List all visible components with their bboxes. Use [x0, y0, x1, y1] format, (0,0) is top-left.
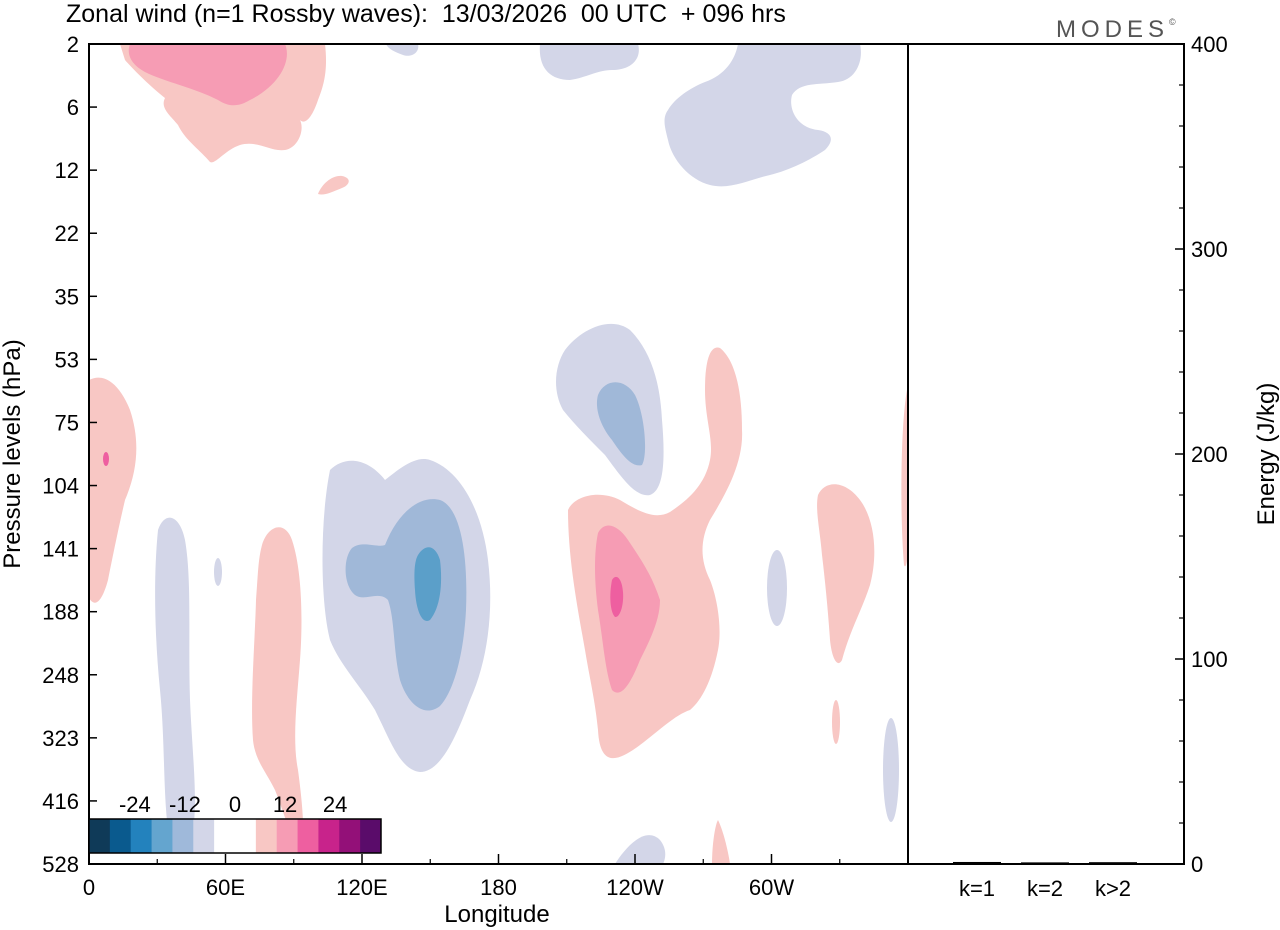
brand-name: MODES — [1056, 16, 1170, 43]
energy-panel-frame — [907, 43, 1185, 865]
x-tick-label: 120E — [336, 875, 387, 900]
colorbar-swatch — [151, 819, 173, 853]
colorbar-swatch — [339, 819, 361, 853]
contour-negative-bottom — [615, 835, 666, 864]
y-tick-label: 6 — [67, 95, 79, 120]
contour-positive-30w — [817, 484, 875, 664]
colorbar-swatch — [172, 819, 194, 853]
x-tick-label: 120W — [606, 875, 664, 900]
colorbar-label: 0 — [229, 792, 241, 817]
y-tick-label: 188 — [42, 600, 79, 625]
colorbar-label: 24 — [323, 792, 347, 817]
y-tick-label: 323 — [42, 726, 79, 751]
energy-axis-title: Energy (J/kg) — [1253, 383, 1280, 526]
colorbar-swatch — [109, 819, 132, 853]
colorbar-frame — [88, 818, 382, 854]
x-axis: 0 60E 120E 180 120W 60W — [83, 854, 841, 900]
contour-positive-bottom — [712, 820, 730, 864]
x-tick-label: 0 — [83, 875, 95, 900]
y-axis-left: 2 6 12 22 35 53 75 104 141 188 248 323 416 528 — [42, 32, 97, 877]
energy-tick-label: 100 — [1191, 647, 1228, 672]
colorbar-swatch — [360, 819, 382, 853]
contour-negative-150e-core — [414, 547, 442, 621]
contour-negative-upper-right — [664, 44, 861, 187]
energy-bar — [953, 861, 1001, 864]
colorbar-swatch — [214, 819, 236, 853]
brand-logo: MODES© — [1056, 8, 1176, 44]
colorbar-label: 12 — [273, 792, 297, 817]
contour-field — [89, 44, 908, 864]
contour-positive-120w-mid — [595, 525, 660, 693]
colorbar-label: -12 — [169, 792, 201, 817]
contour-positive-left-dot — [103, 452, 109, 466]
y-tick-label: 416 — [42, 789, 79, 814]
colorbar-swatch — [130, 819, 153, 853]
contour-negative-120w-core — [596, 382, 646, 466]
energy-tick-label: 200 — [1191, 442, 1228, 467]
contour-negative-top-small — [386, 44, 419, 56]
y-tick-label: 35 — [55, 284, 79, 309]
y-tick-label: 104 — [42, 474, 79, 499]
y-tick-label: 2 — [67, 32, 79, 57]
colorbar-swatch — [193, 819, 215, 853]
x-tick-label: 180 — [480, 875, 517, 900]
energy-category-label: k=2 — [1027, 876, 1063, 901]
colorbar: -24 -12 0 12 24 — [88, 792, 382, 854]
energy-tick-label: 400 — [1191, 32, 1228, 57]
y-tick-label: 12 — [55, 158, 79, 183]
colorbar-swatch — [297, 819, 319, 853]
contour-positive-left-edge — [89, 377, 137, 603]
energy-bar — [1089, 862, 1137, 865]
x-axis-title: Longitude — [444, 901, 549, 928]
y-tick-label: 22 — [55, 221, 79, 246]
y-tick-label: 248 — [42, 663, 79, 688]
contour-negative-tiny — [214, 558, 222, 586]
contour-negative-60w — [767, 550, 787, 626]
colorbar-swatch — [255, 819, 278, 853]
energy-bar — [1021, 862, 1069, 865]
energy-category-label: k=1 — [959, 876, 995, 901]
y-axis-title: Pressure levels (hPa) — [0, 339, 26, 568]
contour-positive-80e — [252, 527, 304, 851]
energy-tick-label: 0 — [1191, 852, 1203, 877]
colorbar-swatch — [89, 819, 111, 853]
x-tick-label: 60W — [749, 875, 794, 900]
contour-positive-right-edge — [901, 385, 908, 567]
contour-negative-top-mid — [539, 44, 639, 80]
energy-bars: k=1 k=2 k>2 — [953, 861, 1137, 901]
contour-negative-40e — [155, 517, 195, 854]
y-tick-label: 141 — [42, 537, 79, 562]
colorbar-swatch — [235, 819, 257, 853]
contour-negative-right-edge — [883, 718, 899, 822]
colorbar-label: -24 — [119, 792, 151, 817]
energy-tick-label: 300 — [1191, 237, 1228, 262]
colorbar-swatch — [276, 819, 299, 853]
y-tick-label: 53 — [55, 347, 79, 372]
contour-positive-small-30w — [832, 700, 840, 744]
contour-positive-small — [318, 175, 349, 195]
copyright-mark: © — [1169, 17, 1176, 27]
contour-positive-120w-core — [610, 576, 624, 618]
x-tick-label: 60E — [206, 875, 245, 900]
chart-title: Zonal wind (n=1 Rossby waves): 13/03/202… — [66, 0, 786, 28]
y-axis-right: 0 100 200 300 400 — [1175, 32, 1228, 877]
energy-category-label: k>2 — [1095, 876, 1131, 901]
colorbar-swatch — [318, 819, 340, 853]
y-tick-label: 75 — [55, 410, 79, 435]
contour-positive-upper-left-core — [128, 44, 287, 106]
y-tick-label: 528 — [42, 852, 79, 877]
